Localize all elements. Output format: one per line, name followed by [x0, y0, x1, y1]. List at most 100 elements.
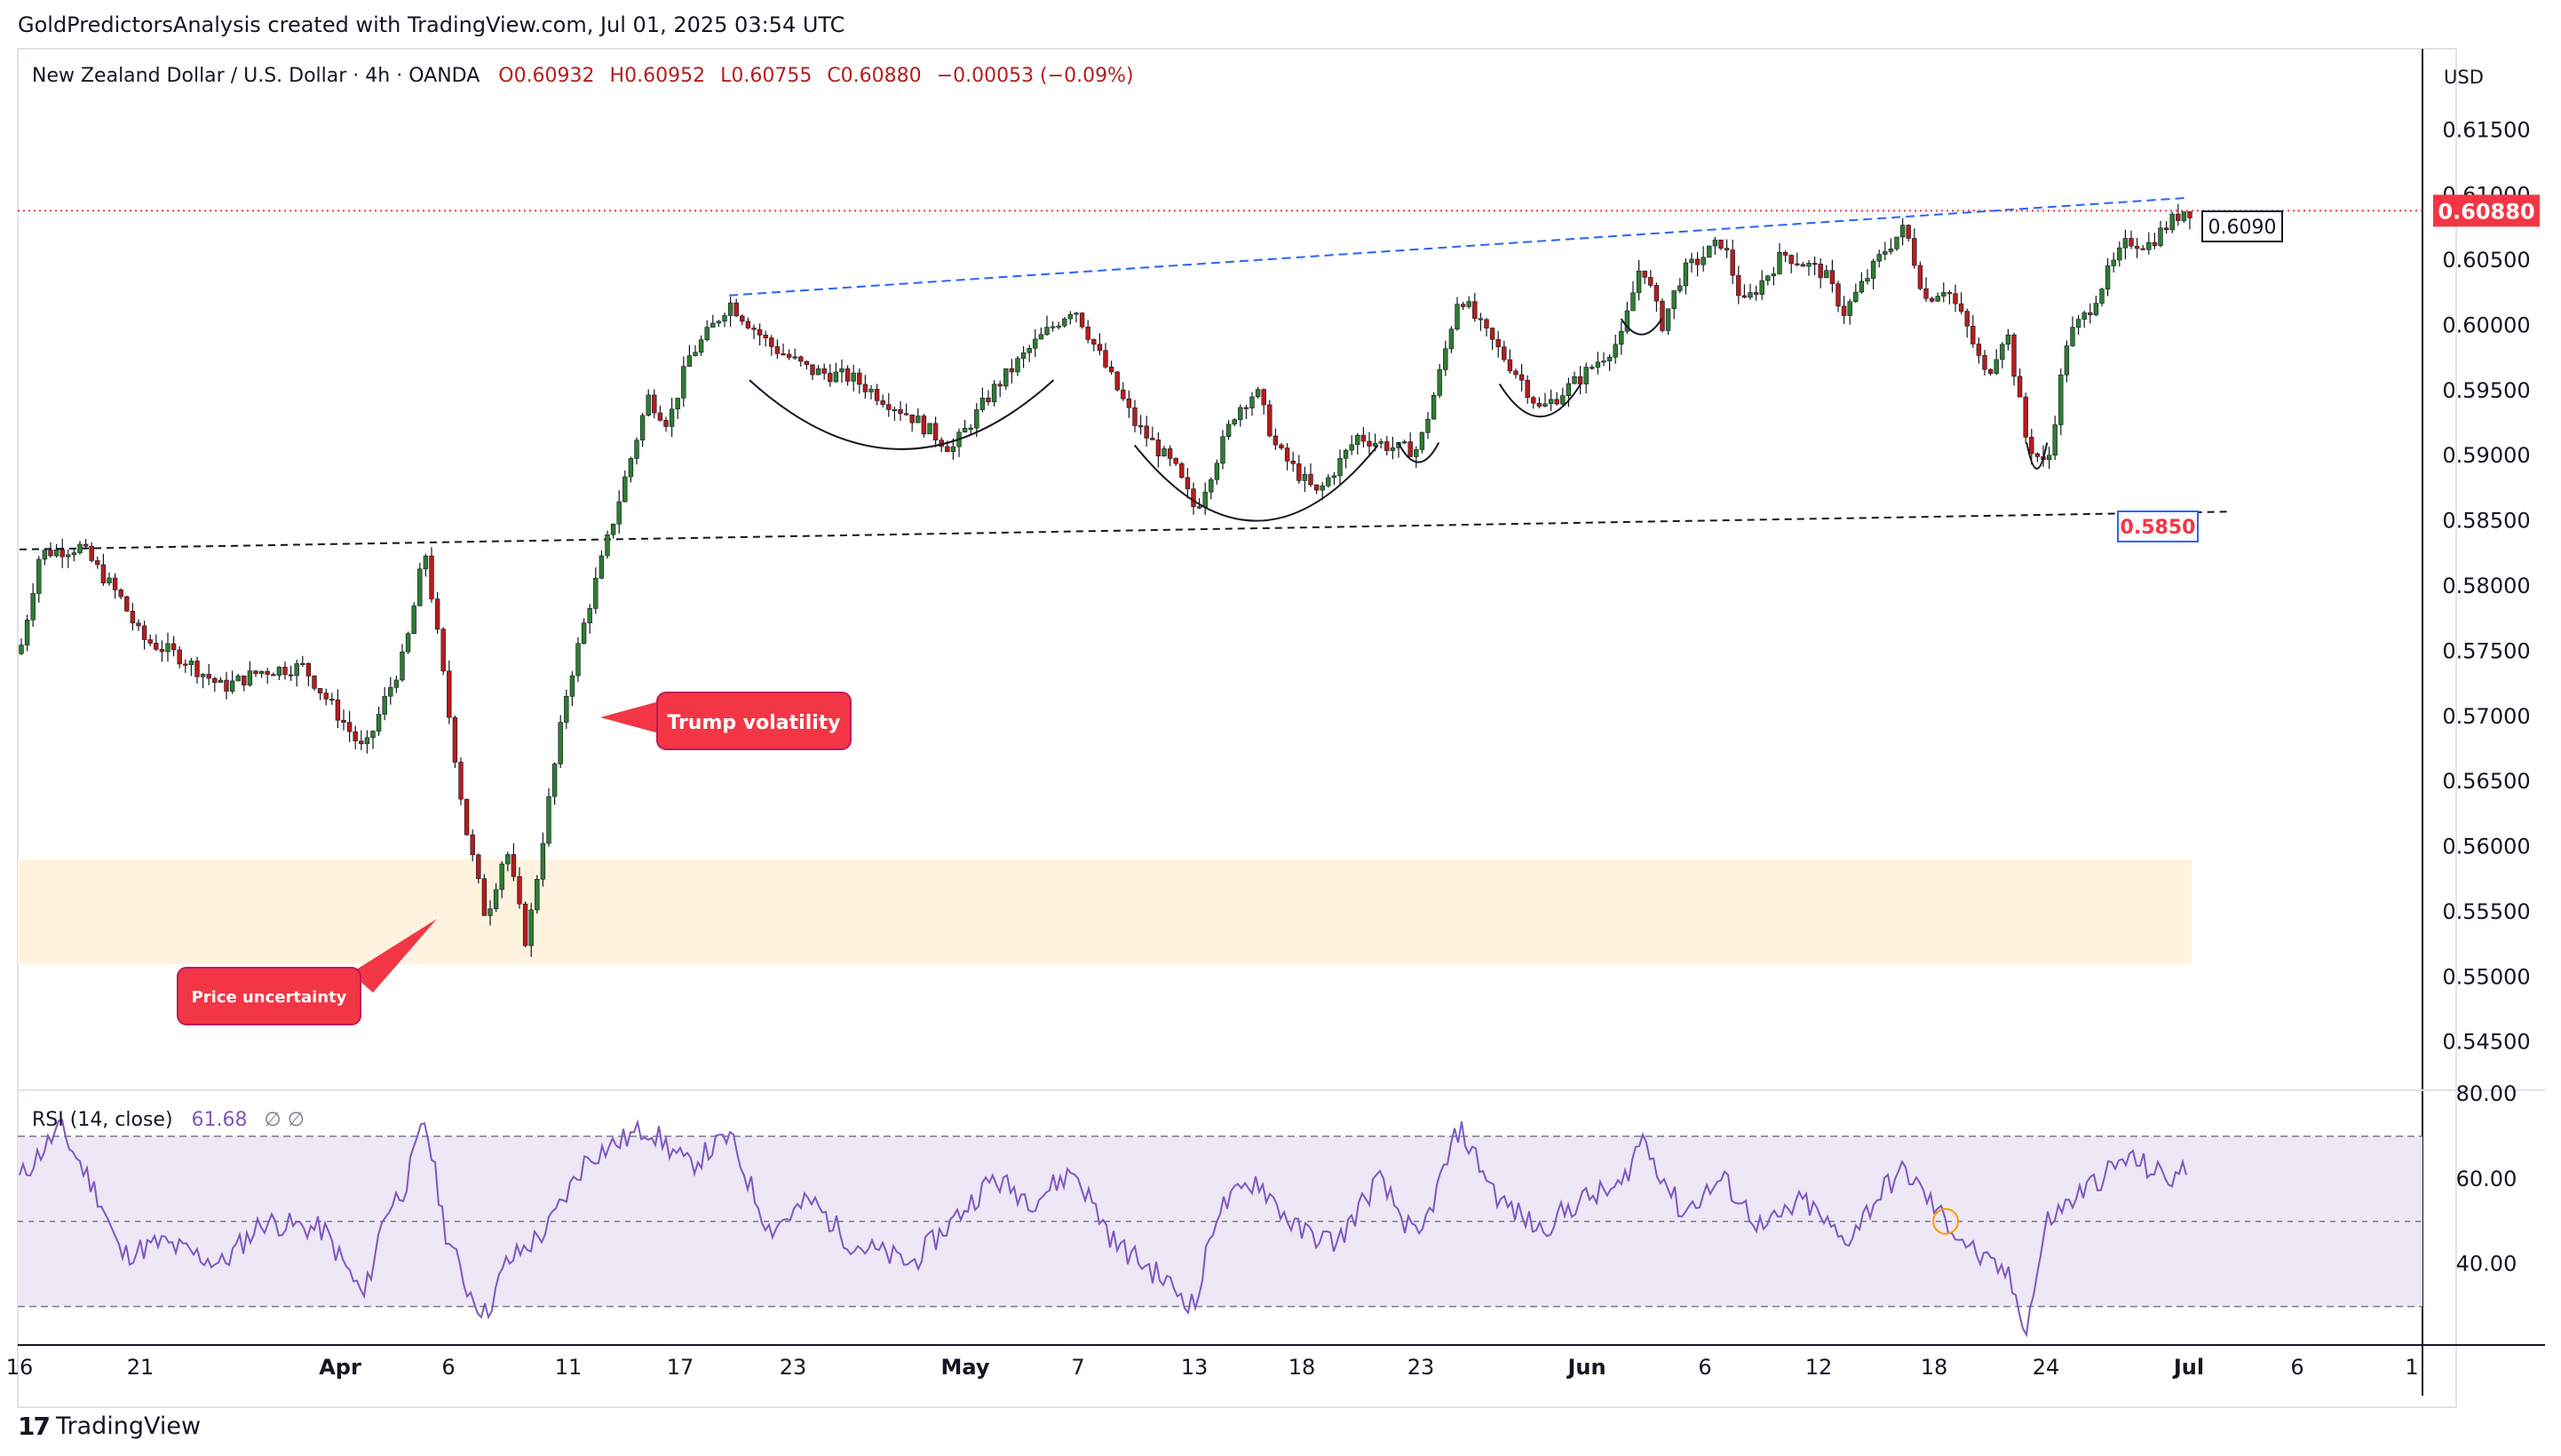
candle-body — [1267, 404, 1273, 437]
currency-label: USD — [2444, 67, 2484, 88]
candle-body — [1097, 344, 1103, 351]
candle-body — [1027, 348, 1032, 353]
candle — [1214, 459, 1220, 485]
candle — [1782, 250, 1788, 263]
candle — [1150, 426, 1155, 440]
candle-body — [376, 714, 382, 732]
candle — [1443, 340, 1448, 376]
candle — [634, 437, 639, 465]
candle — [19, 638, 24, 655]
candle — [1448, 326, 1455, 353]
candle-body — [1044, 327, 1050, 336]
rsi-tick-label: 60.00 — [2456, 1167, 2517, 1191]
candle-body — [1841, 305, 1847, 316]
time-tick-label: 6 — [2290, 1355, 2303, 1380]
candle-body — [370, 731, 376, 739]
candle — [30, 582, 36, 628]
candle-body — [1906, 225, 1911, 239]
candle-body — [141, 625, 147, 640]
candle — [979, 387, 986, 413]
candle-body — [2117, 247, 2122, 261]
time-tick-label: 6 — [1698, 1355, 1711, 1380]
candle — [177, 645, 182, 669]
candle-body — [1619, 330, 1624, 345]
candle-body — [1677, 285, 1683, 291]
candle-body — [1484, 319, 1489, 328]
candle — [804, 360, 810, 369]
candle — [1876, 249, 1882, 268]
candle — [1384, 436, 1390, 455]
candle-body — [927, 423, 932, 435]
price-tick-label: 0.59000 — [2442, 443, 2530, 468]
candle-body — [1443, 348, 1448, 370]
candle-body — [59, 549, 65, 558]
candle — [1261, 388, 1266, 415]
candle — [1243, 404, 1249, 420]
candle — [1712, 236, 1718, 256]
candle — [2064, 340, 2070, 383]
candle-body — [1343, 449, 1349, 459]
candle-body — [1384, 441, 1390, 451]
candle — [400, 644, 405, 683]
resistance-price-label: 0.6090 — [2208, 217, 2277, 239]
tradingview-logo[interactable]: 𝟭𝟳 TradingView — [18, 1412, 201, 1441]
candle — [346, 710, 353, 742]
candle — [1079, 312, 1085, 329]
candle-body — [1209, 479, 1214, 493]
candle-body — [2029, 437, 2034, 455]
candle — [2011, 332, 2017, 386]
ohlc-change: −0.00053 (−0.09%) — [937, 65, 1134, 87]
candle-body — [1671, 290, 1677, 310]
candle-body — [892, 409, 898, 412]
candle — [1343, 448, 1349, 469]
candle — [2152, 233, 2158, 249]
candle-body — [945, 446, 950, 452]
candle-body — [1935, 296, 1940, 302]
candle — [2058, 368, 2064, 436]
candle-body — [1232, 419, 1237, 425]
candle-body — [2105, 265, 2111, 289]
time-tick-label: 17 — [667, 1355, 694, 1380]
candle-body — [1982, 355, 1987, 370]
candle-body — [1653, 285, 1660, 302]
candle — [271, 672, 276, 677]
candle — [1701, 246, 1706, 272]
brand-name: TradingView — [55, 1412, 202, 1440]
candle — [898, 400, 903, 422]
candle — [610, 523, 616, 539]
candle — [551, 762, 558, 805]
candle — [558, 715, 563, 768]
candle-body — [1701, 257, 1706, 265]
svg-text:New Zealand Dollar / U.S. Doll: New Zealand Dollar / U.S. Dollar · 4h · … — [32, 65, 1134, 87]
candle — [458, 757, 464, 805]
candle-body — [786, 353, 792, 358]
price-tick-label: 0.57000 — [2442, 704, 2530, 729]
candle-body — [2169, 213, 2175, 231]
candle-body — [1290, 460, 1296, 464]
candle-body — [646, 394, 651, 416]
candle — [329, 692, 335, 705]
candle-body — [1419, 431, 1425, 450]
candle — [1478, 313, 1484, 331]
current-price-tag[interactable]: 0.60880 — [2433, 194, 2540, 227]
candle — [663, 416, 669, 432]
candle-body — [1390, 447, 1396, 451]
tradingview-logo-icon: 𝟭𝟳 — [18, 1412, 51, 1441]
candle — [903, 403, 909, 416]
candle-body — [2176, 213, 2181, 221]
candle — [1883, 241, 1888, 261]
candle-body — [1460, 304, 1466, 307]
candle-body — [581, 622, 587, 645]
candle-body — [610, 523, 616, 535]
candle — [1777, 242, 1782, 275]
candle — [1941, 282, 1947, 303]
candle — [130, 603, 136, 631]
candle — [564, 689, 569, 730]
candle — [499, 861, 504, 898]
candle — [1085, 320, 1090, 344]
candle-body — [2075, 319, 2081, 328]
candle-body — [2046, 455, 2052, 461]
candle — [786, 349, 792, 360]
candle-body — [1818, 264, 1823, 279]
